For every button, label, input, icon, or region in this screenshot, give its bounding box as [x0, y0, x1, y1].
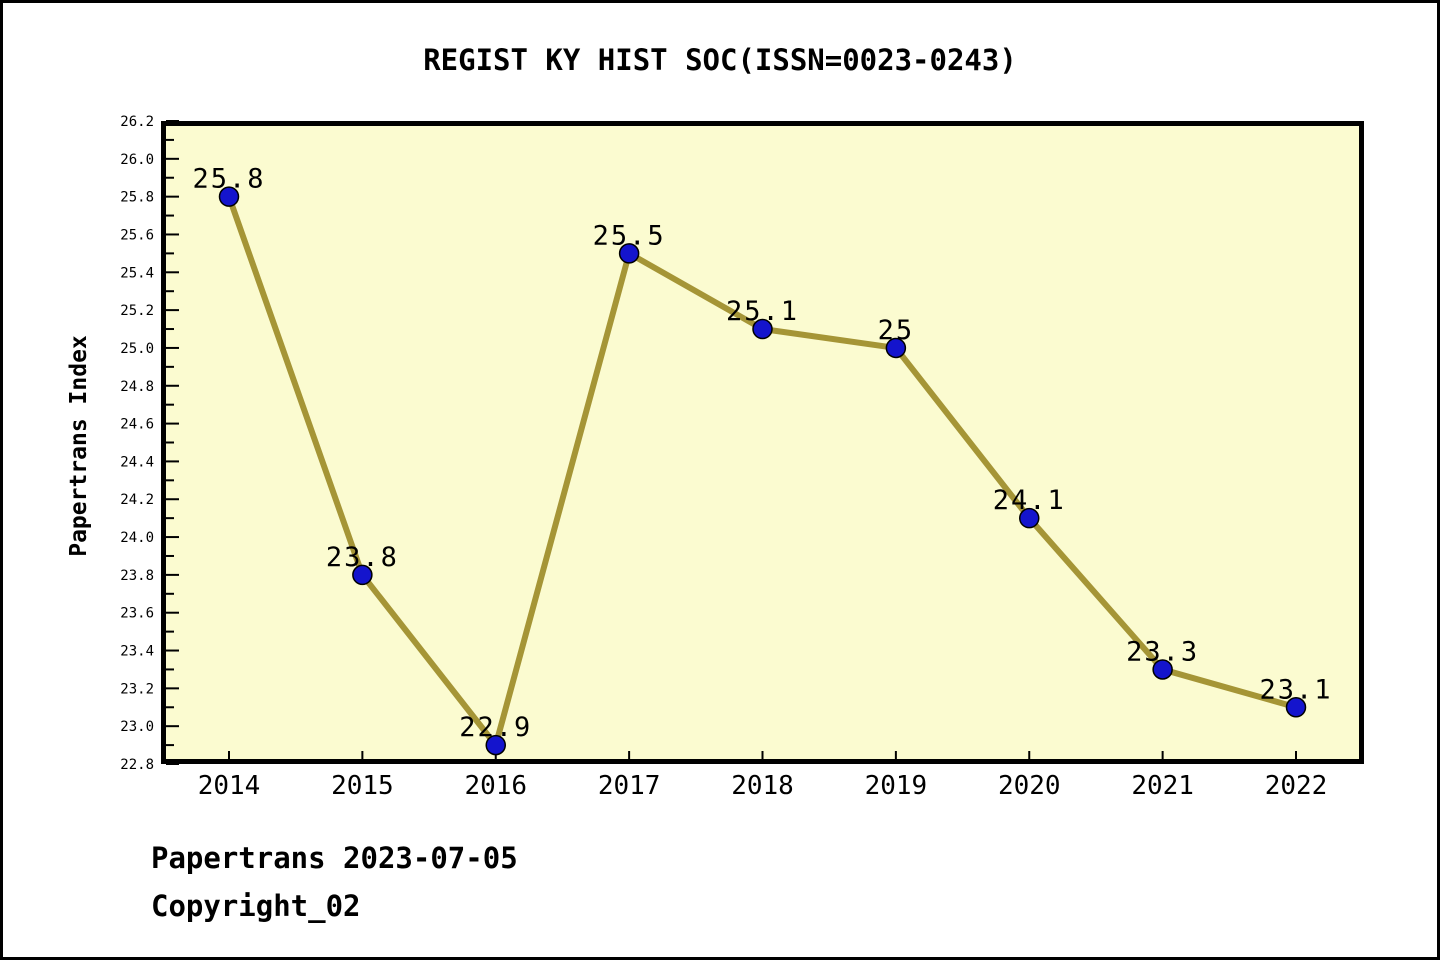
y-tick-label: 24.4	[120, 454, 154, 470]
y-tick-label: 25.4	[120, 265, 154, 281]
plot-area	[161, 121, 1364, 764]
y-tick-label: 24.6	[120, 417, 154, 433]
chart-title: REGIST KY HIST SOC(ISSN=0023-0243)	[423, 43, 1017, 77]
x-tick-label: 2015	[331, 771, 394, 801]
x-tick-label: 2022	[1265, 771, 1328, 801]
y-tick-label: 23.2	[120, 681, 154, 697]
data-point	[618, 243, 640, 264]
y-tick-label: 24.0	[120, 530, 154, 546]
data-point	[218, 186, 240, 207]
data-point	[1019, 507, 1040, 529]
x-tick-label: 2018	[731, 771, 794, 801]
y-tick-label: 25.6	[120, 227, 154, 243]
x-tick-label: 2019	[865, 771, 928, 801]
data-point-label: 25.5	[593, 220, 666, 251]
data-point	[1285, 697, 1307, 718]
footer-date: Papertrans 2023-07-05	[151, 841, 518, 875]
data-point	[485, 734, 506, 756]
y-tick-label: 23.0	[120, 719, 154, 735]
y-tick-label: 25.8	[120, 190, 154, 206]
data-point-label: 23.3	[1126, 636, 1199, 667]
x-tick-label: 2017	[598, 771, 661, 801]
data-point-label: 22.9	[459, 712, 532, 743]
x-tick-label: 2020	[998, 771, 1061, 801]
data-point-label: 25.8	[192, 164, 265, 195]
data-point	[752, 318, 773, 340]
data-point-label: 25	[878, 315, 915, 346]
y-tick-label: 22.8	[120, 757, 154, 773]
y-tick-label: 26.2	[120, 114, 154, 130]
y-tick-label: 23.6	[120, 606, 154, 622]
data-point-label: 25.1	[726, 296, 799, 327]
data-point-label: 24.1	[993, 485, 1066, 516]
data-point-label: 23.8	[326, 542, 399, 573]
plot-border	[161, 121, 1364, 764]
y-tick-label: 25.0	[120, 341, 154, 357]
y-tick-label: 25.2	[120, 303, 154, 319]
data-point-label: 23.1	[1259, 674, 1332, 705]
y-tick-label: 24.8	[120, 379, 154, 395]
x-tick-label: 2021	[1131, 771, 1194, 801]
data-point	[1152, 659, 1173, 680]
data-point	[885, 337, 907, 359]
y-tick-label: 23.8	[120, 568, 154, 584]
x-tick-label: 2016	[464, 771, 527, 801]
y-tick-label: 24.2	[120, 492, 154, 508]
y-tick-label: 26.0	[120, 152, 154, 168]
y-tick-label: 23.4	[120, 644, 154, 660]
footer-copyright: Copyright_02	[151, 889, 361, 923]
chart-canvas: 22.8 23.0 23.2 23.4 23.6 23.8 24.0 24.2 24.4 24.6…	[120, 114, 1364, 801]
data-point	[352, 564, 373, 586]
x-tick-label: 2014	[198, 771, 261, 801]
